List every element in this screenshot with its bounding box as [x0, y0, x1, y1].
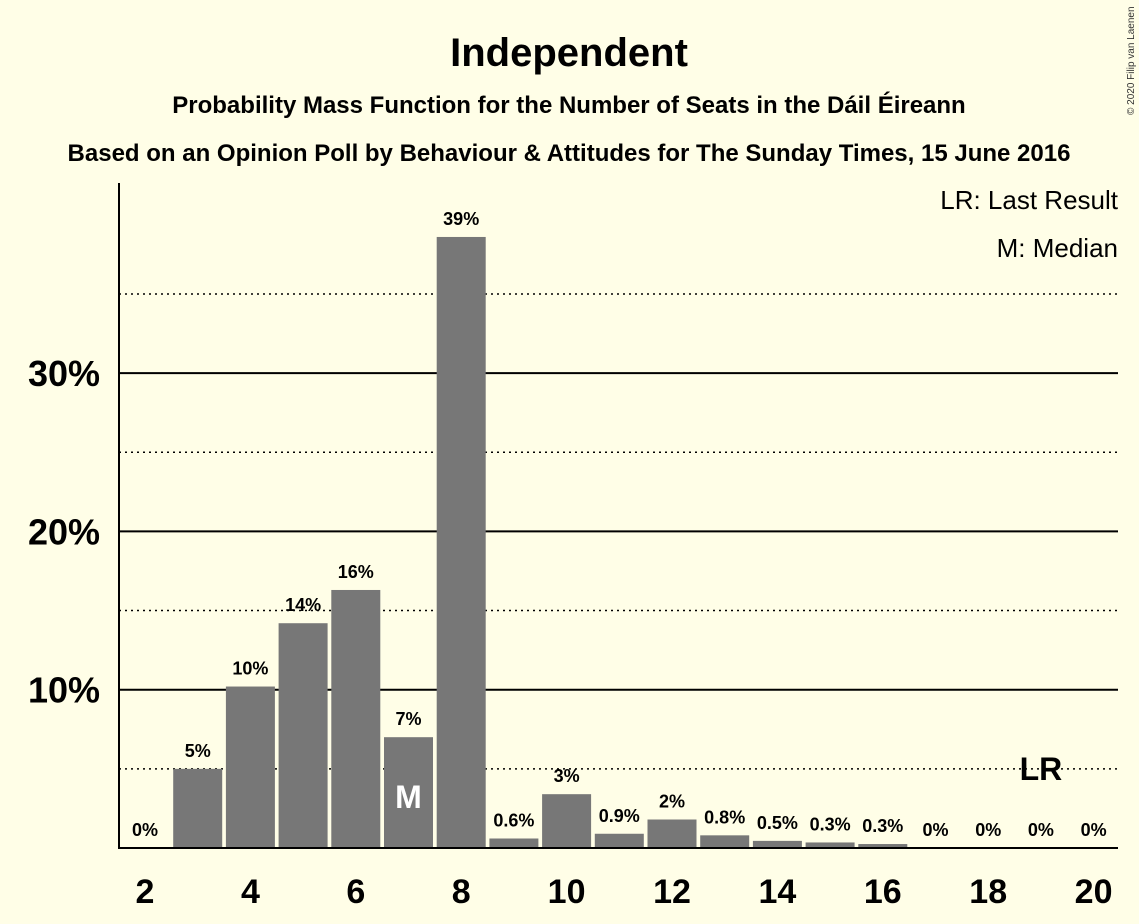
- data-label-seat-15: 0.3%: [810, 814, 851, 834]
- data-label-seat-9: 0.6%: [493, 811, 534, 831]
- data-label-seat-18: 0%: [975, 820, 1001, 840]
- x-tick-label: 2: [136, 873, 155, 911]
- x-tick-label: 4: [241, 873, 260, 911]
- legend-median: M: Median: [997, 233, 1118, 263]
- chart-subtitle-source: Based on an Opinion Poll by Behaviour & …: [68, 140, 1071, 167]
- bar-seat-4: [225, 686, 275, 848]
- bar-seat-15: [805, 842, 855, 848]
- x-tick-label: 20: [1075, 873, 1113, 911]
- x-tick-label: 12: [653, 873, 691, 911]
- x-tick-label: 16: [864, 873, 902, 911]
- data-label-seat-4: 10%: [232, 659, 268, 679]
- data-label-seat-14: 0.5%: [757, 813, 798, 833]
- markers: M LR: [395, 751, 1062, 815]
- x-tick-label: 14: [758, 873, 796, 911]
- data-label-seat-11: 0.9%: [599, 806, 640, 826]
- data-labels: 0% 5% 10% 14% 16% 7% 39% 0.6% 3% 0.9% 2% 0.8% 0.5% 0.…: [132, 209, 1107, 840]
- y-axis-ticks: 10% 20% 30%: [28, 353, 100, 711]
- bar-seat-16: [858, 844, 908, 848]
- bar-seat-12: [647, 819, 697, 848]
- last-result-marker: LR: [1020, 751, 1063, 787]
- data-label-seat-10: 3%: [554, 766, 580, 786]
- chart-subtitle: Probability Mass Function for the Number…: [172, 91, 965, 119]
- data-label-seat-3: 5%: [185, 741, 211, 761]
- copyright-text: © 2020 Filip van Laenen: [1126, 6, 1137, 115]
- bar-seat-3: [173, 768, 223, 848]
- bar-seat-14: [752, 840, 802, 848]
- data-label-seat-7: 7%: [395, 709, 421, 729]
- data-label-seat-12: 2%: [659, 792, 685, 812]
- y-tick-label: 30%: [28, 353, 100, 394]
- x-tick-label: 6: [346, 873, 365, 911]
- y-tick-label: 10%: [28, 670, 100, 711]
- bar-seat-6: [331, 589, 381, 848]
- grid: [119, 293, 1118, 770]
- bar-seat-5: [278, 623, 328, 848]
- bar-seat-13: [700, 835, 750, 848]
- data-label-seat-8: 39%: [443, 209, 479, 229]
- data-label-seat-5: 14%: [285, 595, 321, 615]
- legend-last-result: LR: Last Result: [940, 185, 1119, 215]
- median-marker: M: [395, 779, 422, 815]
- data-label-seat-6: 16%: [338, 562, 374, 582]
- data-label-seat-17: 0%: [922, 820, 948, 840]
- chart-title: Independent: [450, 31, 688, 75]
- data-label-seat-2: 0%: [132, 820, 158, 840]
- x-tick-label: 8: [452, 873, 471, 911]
- x-tick-label: 18: [969, 873, 1007, 911]
- data-label-seat-19: 0%: [1028, 820, 1054, 840]
- y-tick-label: 20%: [28, 511, 100, 552]
- x-axis-ticks: 2 4 6 8 10 12 14 16 18 20: [136, 873, 1113, 911]
- data-label-seat-13: 0.8%: [704, 807, 745, 827]
- bar-seat-10: [542, 794, 592, 848]
- bars: [173, 236, 908, 848]
- bar-seat-11: [594, 833, 644, 848]
- bar-seat-7: [384, 737, 433, 848]
- bar-seat-8: [436, 236, 486, 848]
- x-tick-label: 10: [548, 873, 586, 911]
- bar-seat-9: [489, 838, 539, 848]
- data-label-seat-16: 0.3%: [862, 816, 903, 836]
- data-label-seat-20: 0%: [1081, 820, 1107, 840]
